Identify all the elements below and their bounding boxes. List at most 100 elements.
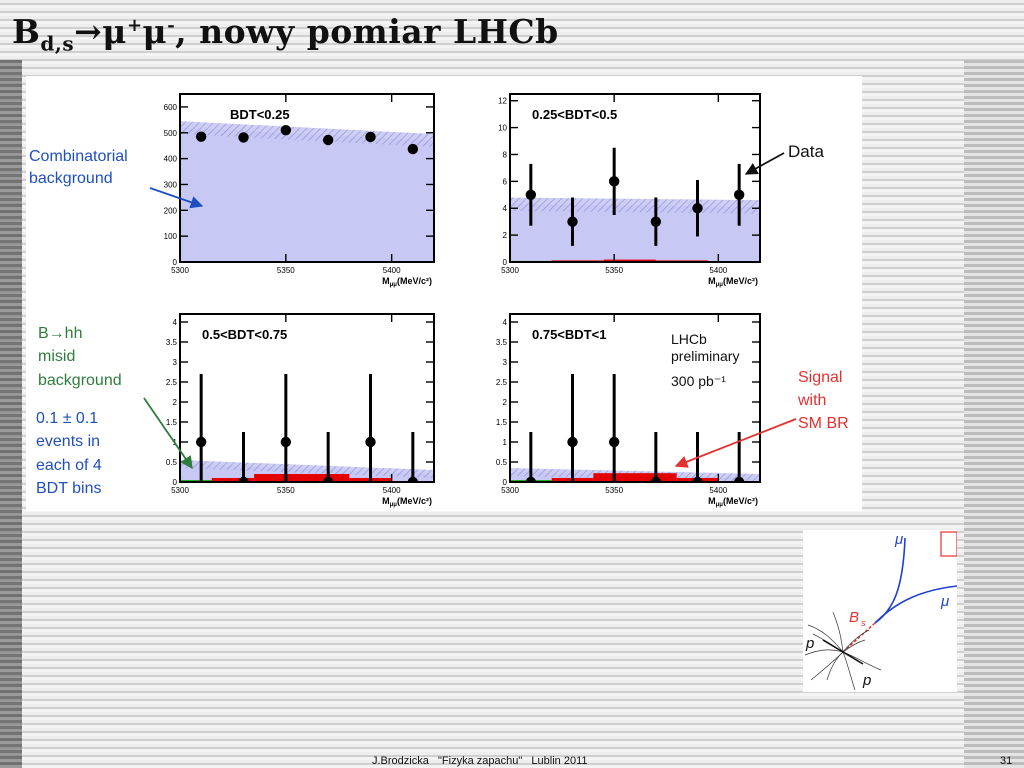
- background-uncertainty-band: [510, 197, 760, 214]
- plot-4: 0 0.5 1 1.5 2 2.5 3 3.5 4 5300 5350 5400Mμμ(MeV/c²)…: [496, 313, 761, 508]
- data-point: [650, 216, 662, 227]
- bs-label: B: [849, 609, 859, 626]
- x-tick-label: 5350: [605, 486, 623, 495]
- page-number: 31: [1000, 755, 1013, 767]
- data-point: [280, 436, 292, 448]
- preliminary-label: preliminary: [671, 348, 739, 364]
- plot-3: 00.511.522.533.54530053505400Mμμ(MeV/c²)…: [166, 313, 435, 508]
- mu-bottom-label: μ: [940, 593, 949, 610]
- y-tick-label: 100: [164, 232, 178, 241]
- y-tick-label: 1.5: [496, 418, 508, 427]
- y-tick-label: 10: [498, 124, 507, 133]
- p-left-label: p: [805, 635, 814, 652]
- x-tick-label: 5350: [277, 486, 295, 495]
- x-axis-label: Mμμ(MeV/c²): [708, 496, 758, 508]
- bdt-label: 0.75<BDT<1: [532, 327, 606, 342]
- y-tick-label: 4: [503, 318, 508, 327]
- y-tick-label: 2: [503, 398, 508, 407]
- y-tick-label: 2.5: [496, 378, 508, 387]
- red-frame: [940, 531, 958, 557]
- bhh-events-2: events in: [36, 433, 100, 450]
- x-axis-label: Mμμ(MeV/c²): [708, 276, 758, 288]
- bhh-events-1: 0.1 ± 0.1: [36, 410, 98, 427]
- y-tick-label: 12: [498, 97, 507, 106]
- y-tick-label: 0: [173, 258, 178, 267]
- right-decoration: [964, 60, 1024, 768]
- y-tick-label: 3.5: [166, 338, 178, 347]
- title-arrow: →μ: [74, 12, 127, 51]
- combinatorial-label-1: Combinatorial: [29, 148, 128, 165]
- plot-area: [510, 374, 760, 482]
- signal-bar: [603, 259, 656, 262]
- y-tick-label: 2: [503, 231, 508, 240]
- bdt-label: 0.5<BDT<0.75: [202, 327, 287, 342]
- bdt-label: BDT<0.25: [230, 107, 290, 122]
- bhh-label-3: background: [38, 372, 122, 389]
- data-point: [280, 124, 292, 136]
- x-tick-label: 5400: [383, 266, 401, 275]
- data-label: Data: [788, 142, 824, 161]
- x-tick-label: 5350: [605, 266, 623, 275]
- footer-credit: J.Brodzicka "Fizyka zapachu" Lublin 2011: [372, 755, 588, 767]
- plot-1: 0 100 200 300 400 500 600 5300 5350 5400Mμμ(MeV/c…: [164, 93, 435, 288]
- slide-title: Bd,s→μ+μ-, nowy pomiar LHCb: [12, 12, 559, 56]
- plot-area: [180, 121, 434, 262]
- title-sub-ds: d,s: [40, 31, 75, 56]
- title-rest: , nowy pomiar LHCb: [175, 12, 559, 51]
- data-point: [407, 143, 419, 155]
- data-point: [608, 176, 620, 187]
- p-bottom-label: p: [862, 672, 871, 689]
- combinatorial-label-2: background: [29, 170, 113, 187]
- x-tick-label: 5400: [383, 486, 401, 495]
- luminosity-label: 300 pb⁻¹: [671, 373, 726, 389]
- x-axis-label: Mμμ(MeV/c²): [382, 496, 432, 508]
- x-tick-label: 5400: [709, 266, 727, 275]
- footer: J.Brodzicka "Fizyka zapachu" Lublin 2011…: [0, 755, 1024, 768]
- y-tick-label: 600: [164, 103, 178, 112]
- y-tick-label: 500: [164, 129, 178, 138]
- combinatorial-arrow: [149, 187, 204, 209]
- bhh-events-4: BDT bins: [36, 480, 102, 497]
- data-point: [238, 476, 249, 482]
- data-point: [608, 436, 620, 448]
- figure-panel: 0 100 200 300 400 500 600 5300 5350 5400 Mμμ(MeV/c…: [26, 76, 862, 511]
- data-point: [567, 436, 578, 448]
- mu-top-label: μ: [894, 531, 903, 548]
- x-tick-label: 5300: [501, 486, 519, 495]
- y-tick-label: 0: [173, 478, 178, 487]
- y-tick-label: 2.5: [166, 378, 178, 387]
- y-tick-label: 1.5: [166, 418, 178, 427]
- data-point: [195, 436, 207, 448]
- y-tick-label: 4: [173, 318, 178, 327]
- signal-label-1: Signal: [798, 369, 842, 386]
- data-point: [525, 476, 537, 482]
- y-tick-label: 6: [503, 177, 508, 186]
- plot-area: [510, 147, 760, 262]
- signal-label-2: with: [797, 392, 826, 409]
- data-point: [322, 476, 334, 482]
- beam-line: [822, 639, 864, 665]
- plot-frame: [179, 313, 435, 483]
- y-tick-label: 0: [503, 478, 508, 487]
- signal-label-3: SM BR: [798, 415, 849, 432]
- y-tick-label: 0: [503, 258, 508, 267]
- title-sup-plus: +: [126, 15, 143, 36]
- data-point: [692, 203, 703, 214]
- x-tick-label: 5400: [709, 486, 727, 495]
- data-point: [525, 189, 537, 200]
- data-point: [692, 476, 703, 482]
- bdt-label: 0.25<BDT<0.5: [532, 107, 617, 122]
- x-tick-label: 5300: [171, 486, 189, 495]
- y-tick-label: 0.5: [496, 458, 508, 467]
- data-point: [365, 131, 376, 143]
- plot-frame: [509, 313, 761, 483]
- y-tick-label: 200: [164, 206, 178, 215]
- plot-area: [180, 374, 434, 482]
- y-tick-label: 8: [503, 150, 508, 159]
- y-tick-label: 3.5: [496, 338, 508, 347]
- bhh-label-1: B→hh: [38, 325, 82, 342]
- y-tick-label: 3: [173, 358, 178, 367]
- left-decoration: [0, 60, 22, 768]
